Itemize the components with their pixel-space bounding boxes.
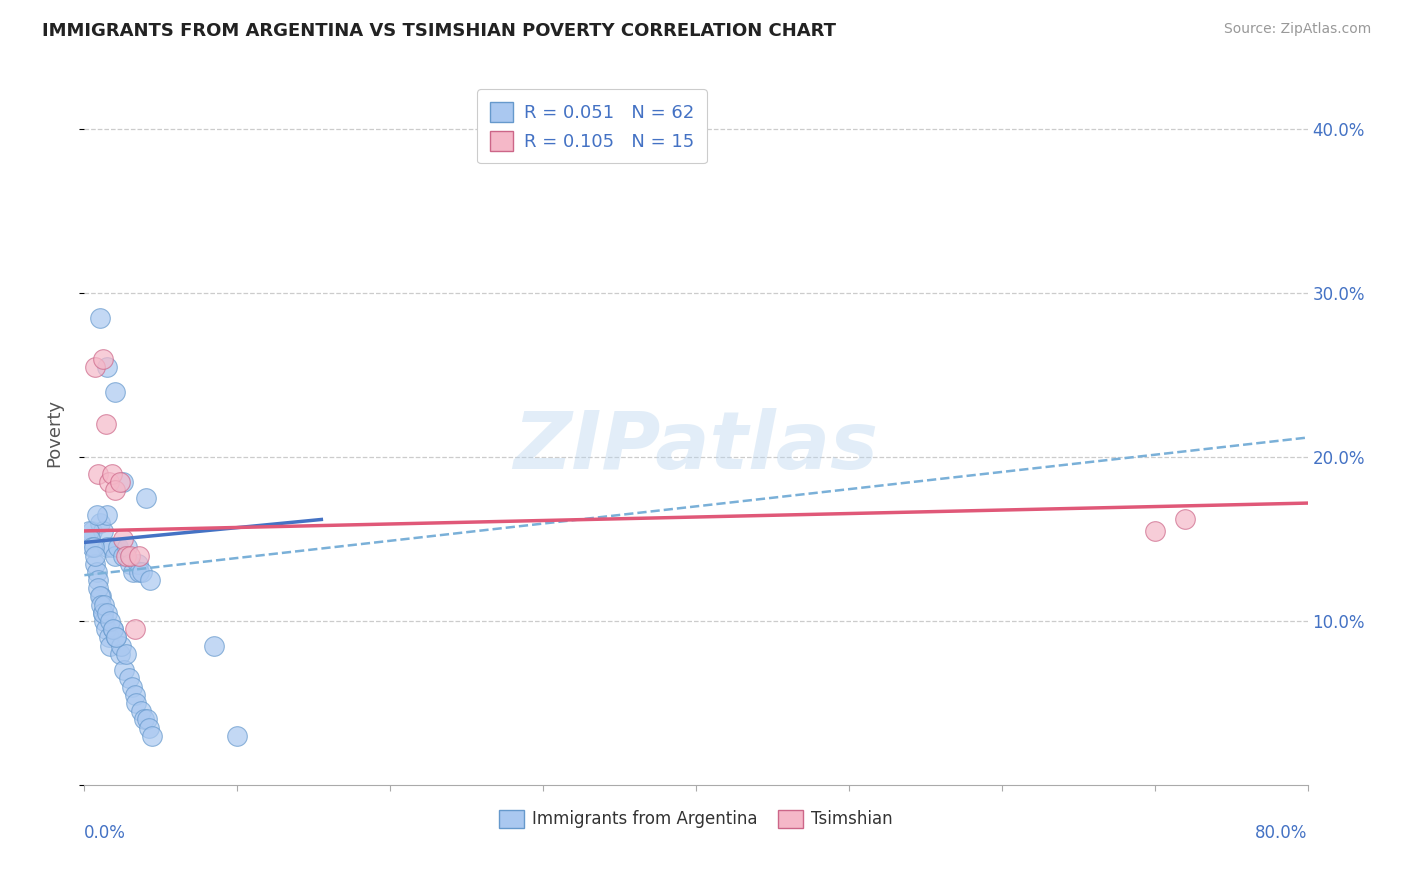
Point — [141, 729, 163, 743]
Point — [125, 696, 148, 710]
Point — [91, 351, 114, 366]
Point — [79, 532, 101, 546]
Point — [87, 467, 110, 481]
Point — [83, 541, 105, 555]
Point — [93, 598, 115, 612]
Point — [131, 565, 153, 579]
Point — [94, 417, 117, 432]
Point — [77, 524, 100, 538]
Point — [105, 631, 128, 645]
Point — [87, 573, 110, 587]
Point — [115, 541, 138, 555]
Point — [202, 639, 225, 653]
Point — [96, 508, 118, 522]
Point — [86, 508, 108, 522]
Text: IMMIGRANTS FROM ARGENTINA VS TSIMSHIAN POVERTY CORRELATION CHART: IMMIGRANTS FROM ARGENTINA VS TSIMSHIAN P… — [42, 22, 837, 40]
Point — [91, 606, 114, 620]
Point — [97, 475, 120, 489]
Point — [1143, 524, 1166, 538]
Point — [89, 310, 111, 325]
Point — [110, 639, 132, 653]
Point — [129, 704, 152, 718]
Point — [1174, 512, 1197, 526]
Point — [105, 631, 128, 645]
Point — [120, 549, 142, 563]
Point — [104, 483, 127, 497]
Point — [111, 475, 134, 489]
Legend: Immigrants from Argentina, Tsimshian: Immigrants from Argentina, Tsimshian — [491, 801, 901, 837]
Point — [104, 384, 127, 399]
Point — [87, 582, 110, 596]
Point — [124, 688, 146, 702]
Point — [84, 557, 107, 571]
Point — [84, 360, 107, 375]
Point — [226, 729, 249, 743]
Point — [104, 549, 127, 563]
Point — [124, 622, 146, 636]
Point — [120, 557, 142, 571]
Point — [139, 573, 162, 587]
Point — [114, 647, 136, 661]
Point — [89, 516, 111, 530]
Point — [114, 549, 136, 563]
Point — [122, 565, 145, 579]
Point — [90, 598, 112, 612]
Point — [101, 541, 124, 555]
Point — [90, 590, 112, 604]
Point — [108, 647, 131, 661]
Point — [121, 680, 143, 694]
Point — [118, 672, 141, 686]
Point — [93, 614, 115, 628]
Point — [103, 622, 125, 636]
Point — [94, 622, 117, 636]
Point — [89, 590, 111, 604]
Point — [96, 541, 118, 555]
Text: 80.0%: 80.0% — [1256, 823, 1308, 842]
Point — [108, 475, 131, 489]
Point — [128, 549, 150, 563]
Point — [98, 639, 121, 653]
Point — [80, 524, 103, 538]
Point — [103, 622, 125, 636]
Point — [91, 524, 114, 538]
Point — [86, 565, 108, 579]
Point — [107, 541, 129, 555]
Point — [138, 721, 160, 735]
Text: 0.0%: 0.0% — [84, 823, 127, 842]
Point — [97, 631, 120, 645]
Point — [84, 549, 107, 563]
Point — [132, 713, 155, 727]
Point — [135, 491, 157, 505]
Point — [111, 532, 134, 546]
Point — [80, 541, 103, 555]
Point — [91, 606, 114, 620]
Point — [112, 663, 135, 677]
Y-axis label: Poverty: Poverty — [45, 399, 63, 467]
Point — [127, 557, 149, 571]
Point — [136, 713, 159, 727]
Point — [96, 360, 118, 375]
Point — [111, 549, 134, 563]
Point — [98, 614, 121, 628]
Text: ZIPatlas: ZIPatlas — [513, 408, 879, 486]
Point — [128, 565, 150, 579]
Text: Source: ZipAtlas.com: Source: ZipAtlas.com — [1223, 22, 1371, 37]
Point — [101, 467, 124, 481]
Point — [96, 606, 118, 620]
